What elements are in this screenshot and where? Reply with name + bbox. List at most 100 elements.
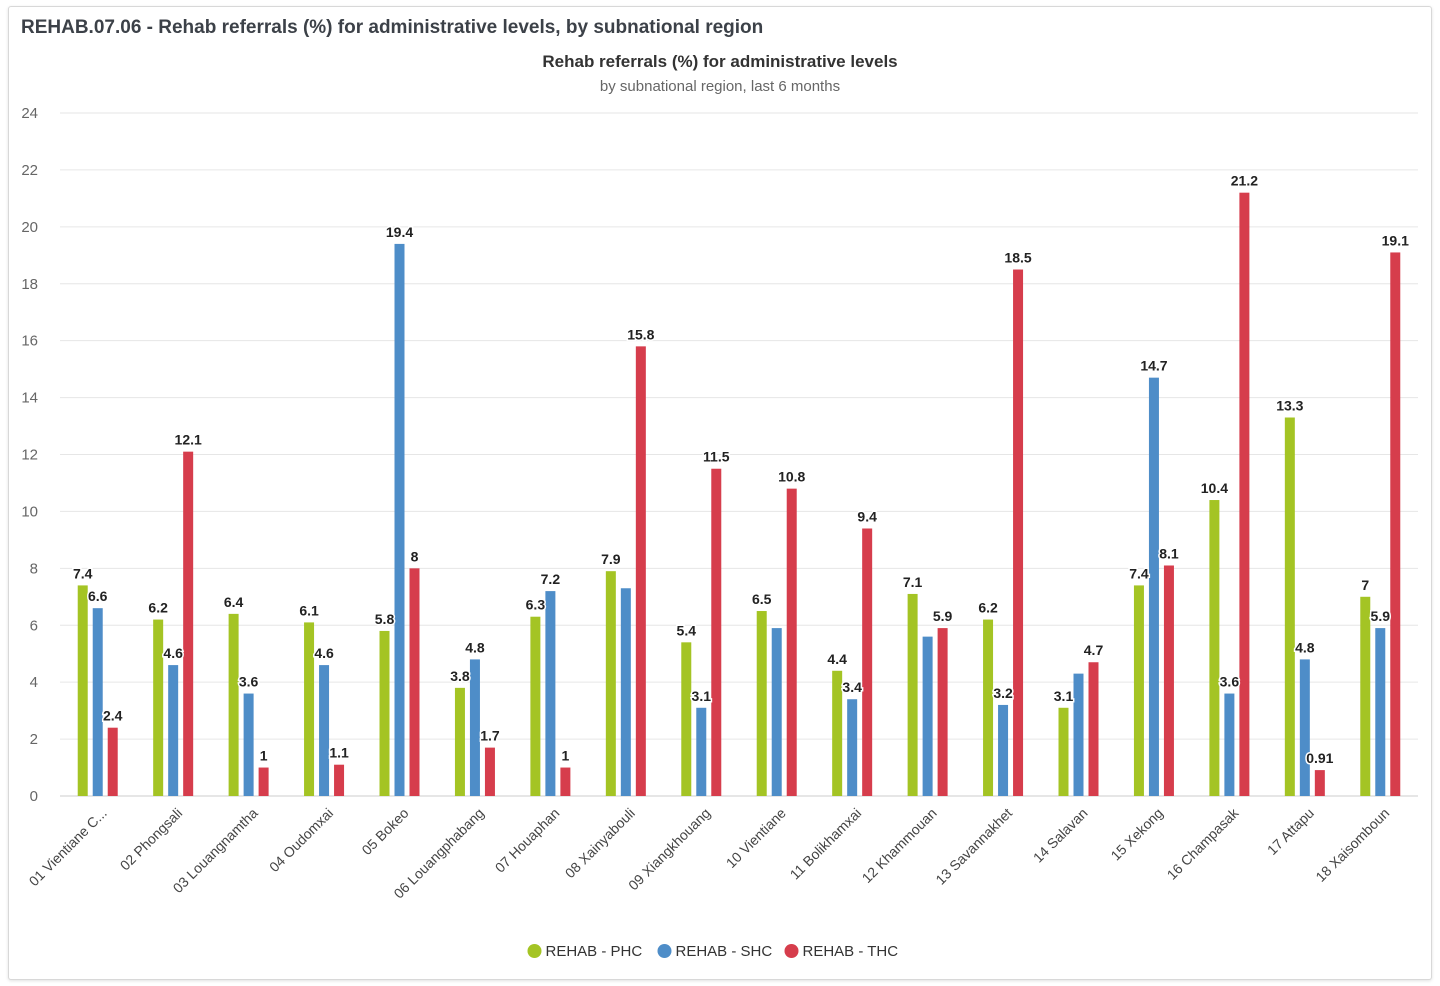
- bar: [1284, 417, 1295, 796]
- y-tick-label: 12: [21, 447, 38, 464]
- bar: [319, 665, 330, 796]
- data-label: 5.8: [375, 611, 395, 627]
- legend-item[interactable]: REHAB - SHC: [657, 943, 773, 960]
- data-label: 4.6: [314, 645, 334, 661]
- bar: [1239, 192, 1250, 796]
- x-category-label: 10 Vientiane: [723, 805, 789, 871]
- data-label: 7.1: [903, 574, 923, 590]
- y-tick-label: 22: [21, 162, 38, 179]
- data-label: 1.1: [329, 745, 349, 761]
- x-category-label: 18 Xaisomboun: [1312, 805, 1392, 885]
- legend-label: REHAB - THC: [803, 943, 899, 960]
- bar: [696, 707, 707, 796]
- y-tick-label: 24: [21, 105, 38, 122]
- x-category-label: 13 Savannakhet: [932, 805, 1015, 888]
- data-label: 8: [411, 548, 419, 564]
- x-category-label: 08 Xainyabouli: [562, 805, 638, 881]
- bar: [409, 568, 420, 796]
- data-label: 10.8: [778, 469, 805, 485]
- x-category-label: 07 Houaphan: [492, 805, 563, 876]
- bar: [153, 619, 164, 796]
- chart-title: Rehab referrals (%) for administrative l…: [542, 52, 897, 71]
- data-label: 7.4: [73, 565, 93, 581]
- y-tick-label: 20: [21, 219, 38, 236]
- bar: [1390, 252, 1401, 797]
- bar: [484, 747, 495, 796]
- legend-marker: [784, 944, 799, 958]
- data-label: 6.3: [526, 597, 546, 613]
- x-category-label: 01 Vientiane C...: [26, 805, 110, 889]
- bar: [92, 608, 103, 796]
- x-category-label: 11 Bolikhamxai: [787, 805, 865, 883]
- x-category-label: 15 Xekong: [1107, 805, 1166, 864]
- data-label: 10.4: [1201, 480, 1228, 496]
- bar: [77, 585, 88, 796]
- bar: [454, 687, 465, 796]
- data-label: 1: [561, 748, 569, 764]
- data-label: 5.9: [933, 608, 953, 624]
- legend-item[interactable]: REHAB - THC: [784, 943, 899, 960]
- data-label: 4.7: [1084, 642, 1104, 658]
- legend[interactable]: REHAB - PHC REHAB - SHC REHAB - THC: [527, 943, 899, 960]
- bar: [530, 616, 541, 796]
- bar: [258, 767, 269, 796]
- bar: [635, 346, 646, 796]
- bar: [243, 693, 254, 796]
- data-label: 7.4: [1129, 565, 1149, 581]
- chart-subtitle: by subnational region, last 6 months: [600, 78, 840, 95]
- bar: [620, 588, 631, 796]
- bar: [1360, 596, 1371, 796]
- data-label: 4.6: [163, 645, 183, 661]
- bar: [394, 243, 405, 797]
- bar: [862, 528, 873, 796]
- legend-label: REHAB - SHC: [676, 943, 773, 960]
- bar: [711, 468, 722, 796]
- data-label: 15.8: [627, 326, 654, 342]
- data-label: 4.4: [827, 651, 847, 667]
- bar: [304, 622, 315, 796]
- y-tick-label: 10: [21, 503, 38, 520]
- bar: [771, 628, 782, 796]
- bar: [681, 642, 692, 796]
- bar: [786, 488, 797, 796]
- y-tick-label: 2: [30, 731, 38, 748]
- x-category-label: 14 Salavan: [1030, 805, 1091, 866]
- data-label: 9.4: [857, 508, 877, 524]
- bar: [832, 670, 843, 796]
- bar: [379, 630, 390, 796]
- data-label: 6.6: [88, 588, 108, 604]
- bar: [937, 628, 948, 796]
- data-label: 5.9: [1371, 608, 1391, 624]
- legend-marker: [657, 944, 672, 958]
- y-tick-label: 6: [30, 617, 38, 634]
- data-label: 1.7: [480, 728, 500, 744]
- data-label: 4.8: [1295, 639, 1315, 655]
- data-label: 3.1: [1054, 688, 1074, 704]
- bar: [756, 611, 767, 796]
- data-label: 14.7: [1140, 358, 1167, 374]
- x-category-label: 05 Bokeo: [358, 805, 411, 858]
- legend-item[interactable]: REHAB - PHC: [527, 943, 643, 960]
- data-label: 7.9: [601, 551, 621, 567]
- bar: [1073, 673, 1084, 796]
- x-category-label: 09 Xiangkhouang: [625, 805, 713, 893]
- x-category-label: 17 Attapu: [1264, 805, 1317, 858]
- gridlines: [60, 112, 1418, 797]
- data-labels: 7.46.62.46.24.612.16.43.616.14.61.15.819…: [71, 171, 1410, 767]
- bar: [983, 619, 994, 796]
- y-tick-label: 18: [21, 276, 38, 293]
- y-tick-label: 16: [21, 333, 38, 350]
- data-label: 6.5: [752, 591, 772, 607]
- data-label: 6.2: [978, 600, 998, 616]
- data-label: 8.1: [1159, 545, 1179, 561]
- x-category-label: 02 Phongsali: [117, 805, 186, 874]
- bar: [1314, 770, 1325, 796]
- x-category-label: 04 Oudomxai: [266, 805, 336, 875]
- data-label: 3.1: [692, 688, 712, 704]
- data-label: 11.5: [703, 449, 730, 465]
- bar: [1088, 662, 1099, 796]
- x-category-label: 16 Champasak: [1164, 804, 1243, 883]
- data-label: 6.1: [299, 602, 319, 618]
- bar: [922, 636, 933, 796]
